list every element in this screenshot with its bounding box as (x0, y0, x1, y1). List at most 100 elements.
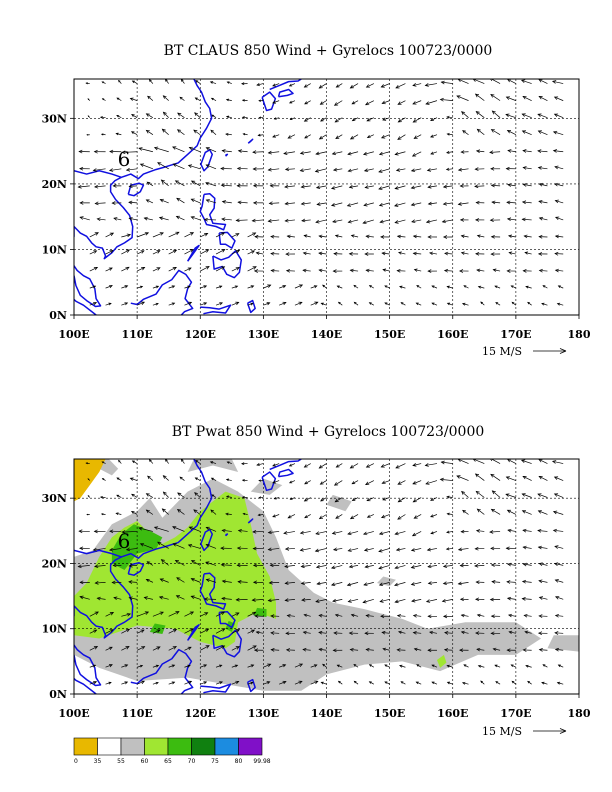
wind-vector (79, 166, 90, 171)
wind-vector (231, 301, 240, 306)
x-tick-label: 110E (121, 707, 152, 720)
wind-vector (551, 80, 564, 84)
wind-vector (200, 249, 210, 255)
wind-vector (318, 463, 327, 469)
wind-vector (145, 199, 154, 204)
wind-vector (94, 581, 106, 585)
wind-vector (77, 564, 90, 569)
wind-vector (100, 133, 106, 136)
wind-vector (125, 547, 138, 552)
colorbar-label: 99.98 (253, 758, 270, 765)
wind-vector (521, 597, 532, 601)
wind-vector (225, 132, 232, 136)
wind-vector (205, 181, 217, 187)
wind-vector (310, 301, 319, 306)
wind-vector (168, 681, 176, 685)
wind-vector (111, 580, 122, 585)
wind-vector (380, 235, 390, 239)
wind-vector (263, 663, 272, 668)
wind-vector (247, 250, 256, 255)
wind-vector (299, 151, 311, 155)
wind-vector (100, 513, 106, 516)
wind-vector (205, 526, 217, 532)
wind-vector (200, 681, 208, 685)
wind-vector (538, 648, 548, 652)
wind-vector (384, 302, 390, 306)
wind-vector (188, 526, 201, 532)
coastline-segment (74, 176, 134, 260)
wind-vector (94, 201, 106, 206)
wind-vector (299, 547, 311, 552)
wind-vector (475, 580, 485, 585)
wind-vector (288, 463, 296, 467)
wind-vector (490, 473, 501, 481)
wind-vector (121, 233, 132, 238)
wind-vector (538, 562, 548, 566)
wind-vector (446, 530, 453, 534)
wind-vector (475, 529, 485, 533)
wind-vector (174, 180, 185, 187)
wind-vector (348, 252, 359, 256)
wind-vector (215, 302, 223, 306)
x-tick-label: 180 (568, 328, 591, 341)
wind-vector (490, 235, 501, 239)
wind-vector (300, 564, 311, 569)
wind-vector (353, 284, 359, 289)
wind-vector (270, 268, 280, 273)
wind-vector (474, 93, 485, 101)
wind-vector (412, 630, 422, 635)
wind-vector (288, 83, 296, 87)
wind-vector (365, 480, 375, 486)
wind-vector (363, 168, 374, 173)
wind-vector (96, 217, 106, 222)
wind-vector (121, 266, 130, 272)
wind-vector (258, 479, 264, 482)
wind-vector (522, 96, 532, 101)
wind-vector (184, 301, 193, 306)
wind-vector (412, 251, 422, 256)
wind-vector (538, 475, 548, 481)
wind-vector (441, 219, 453, 224)
wind-vector (168, 646, 177, 651)
colorbar-label: 0 (74, 758, 78, 765)
wind-vector (427, 235, 437, 239)
wind-vector (521, 217, 532, 222)
wind-vector (525, 664, 532, 668)
wind-vector (225, 512, 232, 516)
wind-vector (429, 251, 438, 255)
wind-vector (241, 116, 248, 119)
wind-vector (172, 163, 185, 170)
wind-vector (378, 168, 390, 173)
wind-vector (457, 202, 469, 206)
wind-vector (143, 596, 153, 600)
coastline-segment (212, 629, 243, 658)
y-tick-label: 0N (49, 309, 67, 322)
wind-vector (522, 648, 532, 652)
wind-vector (336, 285, 343, 289)
wind-vector (184, 646, 192, 651)
wind-vector (237, 200, 248, 205)
wind-vector (520, 79, 532, 84)
wind-vector (168, 611, 180, 617)
wind-vector (215, 664, 223, 668)
wind-vector (105, 232, 115, 238)
wind-vector (96, 596, 106, 601)
wind-vector (427, 614, 437, 619)
wind-vector (190, 198, 201, 204)
wind-vector (446, 132, 453, 136)
vector-scale-arrowhead (559, 728, 567, 734)
wind-vector (538, 216, 548, 221)
wind-vector (176, 577, 185, 583)
wind-vector (157, 541, 169, 549)
wind-vector (273, 497, 280, 500)
wind-vector (152, 629, 161, 634)
wind-vector (270, 648, 280, 652)
wind-vector (131, 460, 138, 464)
wind-vector (168, 664, 176, 668)
wind-vector (411, 531, 422, 537)
wind-vector (522, 475, 532, 481)
wind-vector (105, 267, 113, 272)
colorbar-label: 65 (164, 758, 172, 765)
wind-vector (446, 512, 453, 516)
wind-vector (400, 302, 406, 306)
